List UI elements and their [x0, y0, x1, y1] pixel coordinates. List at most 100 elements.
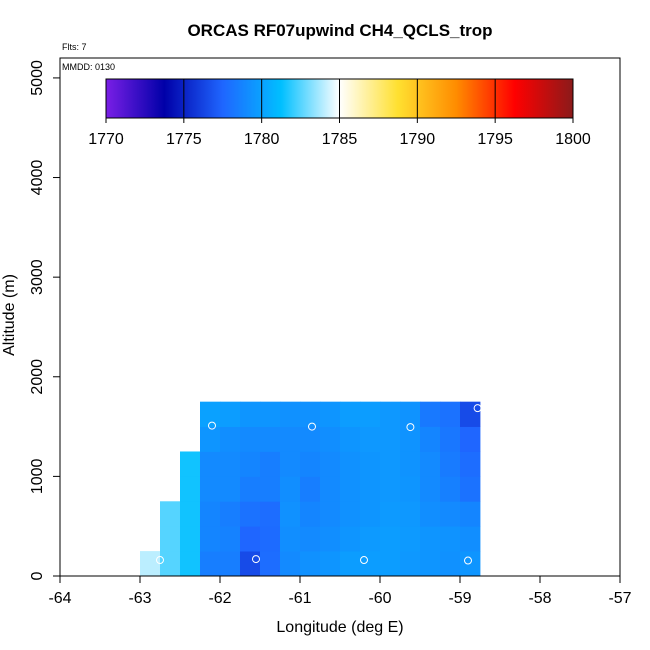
heatmap-cell — [420, 526, 441, 552]
heatmap-cell — [360, 551, 381, 577]
heatmap-cell — [200, 526, 221, 552]
heatmap-cell — [340, 551, 361, 577]
heatmap-cell — [220, 401, 241, 427]
y-tick-label: 0 — [29, 571, 46, 580]
heatmap-cell — [140, 551, 161, 577]
heatmap-cell — [440, 501, 461, 527]
heatmap-cell — [180, 551, 201, 577]
heatmap-cell — [320, 426, 341, 452]
heatmap-cell — [460, 451, 481, 477]
heatmap-cell — [240, 551, 261, 577]
heatmap-cell — [320, 526, 341, 552]
heatmap-cell — [400, 501, 421, 527]
x-axis: -64 -63 -62 -61 -60 -59 -58 -57 — [48, 575, 632, 607]
heatmap-cell — [320, 551, 341, 577]
heatmap-cell — [460, 476, 481, 502]
heatmap-cell — [200, 501, 221, 527]
chart-title: ORCAS RF07upwind CH4_QCLS_trop — [187, 21, 492, 40]
heatmap-cell — [280, 426, 301, 452]
sample-point — [252, 555, 260, 564]
heatmap-cell — [240, 451, 261, 477]
x-axis-label: Longitude (deg E) — [276, 619, 403, 636]
colorbar-tick-label: 1775 — [166, 131, 202, 148]
x-tick-label: -61 — [288, 590, 311, 607]
heatmap-cell — [420, 501, 441, 527]
mmdd-annotation: MMDD: 0130 — [62, 62, 115, 72]
heatmap-cell — [400, 551, 421, 577]
heatmap-cell — [160, 501, 181, 527]
sample-point — [473, 404, 482, 413]
heatmap-cell — [380, 451, 401, 477]
heatmap-cell — [440, 476, 461, 502]
heatmap-cell — [220, 551, 241, 577]
x-tick-label: -58 — [528, 590, 551, 607]
heatmap-cell — [240, 526, 261, 552]
sample-points — [156, 404, 482, 565]
heatmap-cell — [260, 501, 281, 527]
heatmap-cell — [260, 451, 281, 477]
heatmap-cell — [380, 426, 401, 452]
colorbar-ticks: 1770 1775 1780 1785 1790 1795 1800 — [88, 79, 591, 148]
sample-point — [406, 423, 415, 432]
heatmap-cell — [420, 426, 441, 452]
colorbar-tick-label: 1780 — [244, 131, 280, 148]
colorbar: 1770 1775 1780 1785 1790 1795 1800 — [88, 78, 591, 148]
colorbar-tick-label: 1770 — [88, 131, 124, 148]
heatmap-cell — [200, 476, 221, 502]
y-tick-label: 4000 — [29, 160, 46, 196]
heatmap-cell — [340, 426, 361, 452]
heatmap-cell — [340, 451, 361, 477]
heatmap-cell — [380, 401, 401, 427]
heatmap-cell — [380, 476, 401, 502]
colorbar-tick-label: 1800 — [555, 131, 591, 148]
heatmap-cell — [220, 426, 241, 452]
heatmap-cell — [200, 551, 221, 577]
heatmap-cell — [320, 451, 341, 477]
x-tick-label: -60 — [368, 590, 391, 607]
heatmap-cell — [280, 451, 301, 477]
heatmap-cell — [460, 526, 481, 552]
sample-point — [360, 556, 368, 565]
heatmap-cell — [240, 501, 261, 527]
heatmap-cell — [300, 451, 321, 477]
heatmap-cell — [160, 551, 181, 577]
plot-area — [59, 57, 621, 577]
x-tick-label: -64 — [48, 590, 71, 607]
heatmap-cell — [360, 501, 381, 527]
colorbar-tick-label: 1795 — [477, 131, 513, 148]
heatmap-cell — [340, 401, 361, 427]
heatmap-cell — [160, 526, 181, 552]
y-axis-label: Altitude (m) — [1, 274, 18, 356]
heatmap-cell — [360, 401, 381, 427]
heatmap-cell — [300, 476, 321, 502]
heatmap-cell — [180, 526, 201, 552]
heatmap-cell — [300, 501, 321, 527]
heatmap-cell — [240, 401, 261, 427]
heatmap-cell — [420, 401, 441, 427]
heatmap-cell — [360, 426, 381, 452]
heatmap-cell — [320, 501, 341, 527]
heatmap-cell — [300, 526, 321, 552]
heatmap-cell — [280, 401, 301, 427]
y-axis: 0 1000 2000 3000 4000 5000 — [29, 60, 61, 580]
y-tick-label: 3000 — [29, 259, 46, 295]
heatmap-cell — [380, 551, 401, 577]
heatmap-cell — [220, 451, 241, 477]
heatmap-cell — [340, 526, 361, 552]
heatmap-cell — [440, 526, 461, 552]
heatmap-cells — [140, 401, 481, 577]
heatmap-cell — [380, 501, 401, 527]
x-tick-label: -62 — [208, 590, 231, 607]
heatmap-cell — [300, 426, 321, 452]
heatmap-cell — [260, 476, 281, 502]
heatmap-cell — [420, 476, 441, 502]
heatmap-cell — [380, 526, 401, 552]
heatmap-cell — [280, 526, 301, 552]
x-tick-label: -63 — [128, 590, 151, 607]
x-tick-label: -57 — [608, 590, 631, 607]
heatmap-cell — [260, 426, 281, 452]
heatmap-cell — [440, 401, 461, 427]
heatmap-cell — [180, 451, 201, 477]
sample-point — [156, 556, 164, 565]
flights-annotation: Flts: 7 — [62, 42, 87, 52]
